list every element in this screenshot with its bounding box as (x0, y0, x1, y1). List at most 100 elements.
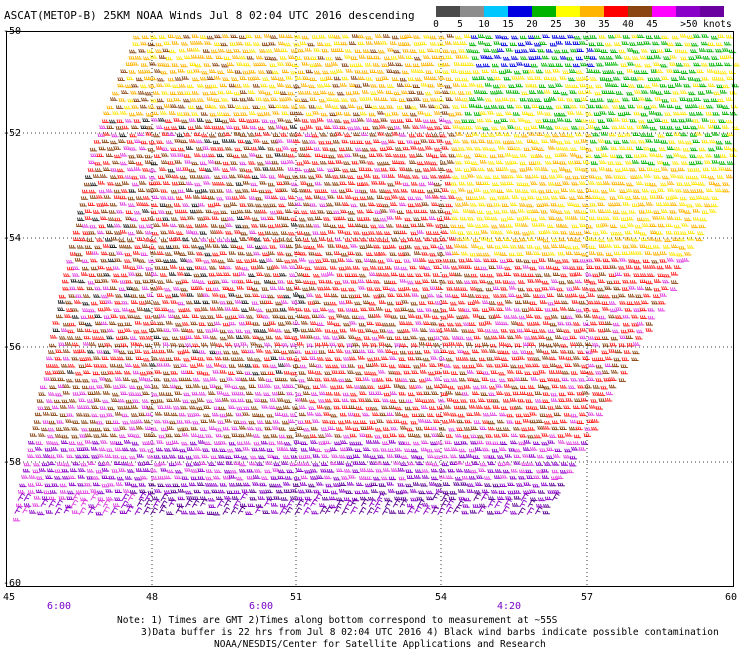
wind-barb (642, 259, 651, 264)
wind-barb (371, 406, 379, 411)
wind-barb (149, 238, 158, 243)
wind-barb (541, 441, 549, 446)
wind-barb (246, 314, 254, 319)
wind-barb (546, 125, 554, 130)
wind-barb (611, 181, 619, 186)
wind-barb (542, 392, 550, 396)
wind-barb (97, 453, 105, 458)
wind-barb (599, 160, 607, 164)
wind-barb (56, 420, 64, 424)
wind-barb (688, 91, 696, 96)
wind-barb (577, 195, 585, 199)
wind-barb (307, 42, 315, 47)
wind-barb (265, 154, 274, 158)
wind-barb (144, 230, 153, 235)
wind-barb (245, 279, 254, 284)
wind-barb (554, 125, 562, 130)
wind-barb (551, 461, 560, 466)
wind-barb (160, 230, 168, 235)
wind-barb (502, 280, 510, 284)
wind-barb (534, 166, 542, 171)
wind-barb (183, 392, 191, 397)
wind-barb (505, 47, 513, 52)
wind-barb (309, 77, 317, 81)
wind-barb (435, 440, 444, 445)
wind-barb (262, 322, 271, 327)
wind-barb (402, 146, 410, 151)
wind-barb (185, 462, 194, 467)
wind-barb (454, 272, 463, 277)
wind-barb (284, 42, 292, 47)
wind-barb (468, 42, 477, 47)
wind-barb (167, 132, 176, 136)
wind-barb (57, 299, 66, 304)
wind-barb (597, 202, 605, 206)
wind-barb (260, 398, 269, 403)
wind-barb (56, 454, 64, 458)
wind-barb (248, 377, 257, 381)
wind-barb (208, 238, 217, 243)
wind-barb (396, 119, 405, 123)
wind-barb (183, 55, 192, 60)
wind-barb (592, 195, 600, 200)
wind-barb (260, 83, 268, 88)
wind-barb (559, 419, 568, 424)
wind-barb (555, 146, 564, 151)
wind-barb (253, 441, 261, 446)
wind-barb (128, 392, 136, 396)
wind-barb (177, 455, 186, 459)
wind-barb (366, 287, 374, 291)
wind-barb (310, 56, 318, 60)
wind-barb (361, 70, 370, 74)
wind-barb (613, 286, 621, 291)
wind-barb (231, 279, 239, 284)
wind-barb (455, 460, 464, 465)
wind-barb (429, 76, 438, 81)
wind-barb (537, 384, 546, 389)
wind-barb (226, 300, 234, 305)
wind-barb (337, 343, 345, 347)
wind-barb (337, 91, 345, 96)
wind-barb (185, 230, 194, 234)
wind-barb (396, 105, 405, 110)
wind-barb (216, 306, 225, 311)
wind-barb (643, 105, 652, 110)
wind-barb (288, 349, 296, 354)
wind-barb (359, 420, 368, 424)
wind-barb (218, 181, 226, 186)
wind-barb (457, 336, 465, 340)
wind-barb (497, 462, 505, 467)
wind-barb (647, 315, 656, 320)
wind-barb (302, 287, 310, 292)
wind-barb (631, 322, 639, 327)
wind-barb (531, 335, 539, 340)
wind-barb (321, 342, 330, 346)
wind-barb (351, 160, 359, 165)
wind-barb (135, 161, 144, 166)
wind-barb (349, 441, 357, 446)
wind-barb (263, 97, 271, 102)
wind-barb (513, 426, 521, 431)
wind-barb (264, 195, 272, 199)
wind-barb (240, 455, 249, 460)
wind-barb (454, 167, 463, 172)
wind-barb (680, 56, 688, 61)
wind-barb (200, 188, 209, 193)
wind-barb (425, 153, 434, 157)
wind-barb (621, 210, 629, 215)
wind-barb (692, 208, 700, 213)
wind-barb (143, 419, 152, 424)
wind-barb (412, 174, 420, 179)
wind-barb (585, 111, 593, 116)
wind-barb (658, 147, 667, 151)
wind-barb (444, 140, 453, 145)
wind-barb (62, 475, 70, 480)
wind-barb (620, 63, 628, 67)
wind-barb (62, 349, 71, 353)
wind-barb (185, 343, 193, 347)
wind-barb (211, 299, 219, 304)
wind-barb (619, 175, 627, 179)
wind-barb (295, 279, 303, 284)
wind-barb (428, 259, 436, 264)
wind-barb (383, 392, 392, 397)
